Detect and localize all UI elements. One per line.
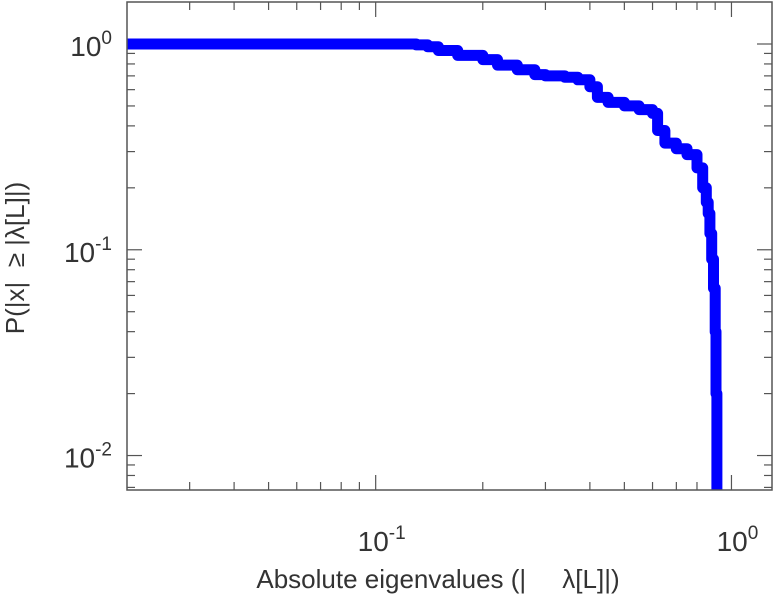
y-axis-label: P(|x| ≥ |λ[L]|)	[0, 182, 30, 335]
x-tick-label: 10-1	[358, 523, 406, 557]
y-tick-label: 100	[70, 28, 112, 62]
series-line	[127, 38, 723, 490]
series-layer	[127, 38, 723, 490]
tick-labels: 10-1 100 100 10-1 10-2	[64, 28, 758, 557]
minor-ticks	[127, 2, 772, 490]
plot-frame	[126, 1, 773, 491]
x-axis-label: Absolute eigenvalues (| λ[L]|)	[256, 564, 619, 594]
x-tick-label: 100	[717, 523, 759, 557]
y-tick-label: 10-1	[64, 234, 112, 268]
y-tick-label: 10-2	[64, 440, 112, 474]
